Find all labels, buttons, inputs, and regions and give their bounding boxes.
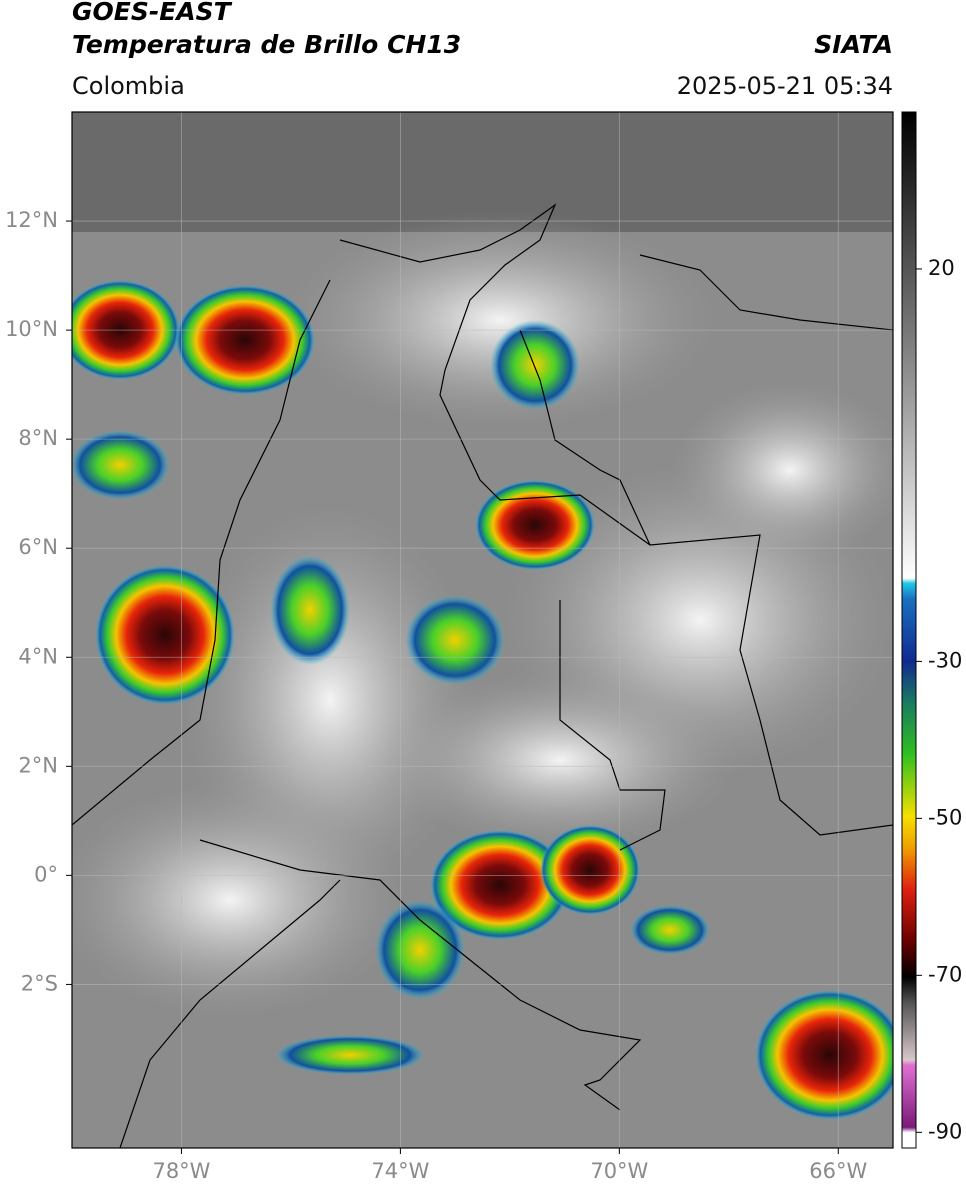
region: Colombia: [72, 72, 185, 100]
cloud: [72, 780, 410, 1020]
y-tick-label: 12°N: [5, 208, 58, 232]
y-tick-label: 2°N: [18, 753, 58, 777]
y-tick-label: 10°N: [5, 317, 58, 341]
cloud: [670, 380, 893, 560]
border: [199, 839, 642, 1111]
border: [72, 279, 331, 826]
y-tick-label: 2°S: [21, 971, 58, 995]
x-tick-label: 78°W: [152, 1159, 210, 1183]
colorbar-tick-label: -90: [928, 1119, 962, 1143]
border: [339, 203, 893, 836]
storm: [72, 430, 170, 500]
colorbar-tick-label: -70: [928, 962, 962, 986]
storm: [95, 565, 235, 705]
storm: [630, 905, 710, 955]
grid: [72, 112, 893, 1148]
y-tick-label: 0°: [34, 862, 58, 886]
cloud: [380, 670, 740, 850]
borders: [72, 203, 893, 1148]
colorbar: [901, 111, 917, 1149]
storm: [275, 1035, 425, 1075]
storm: [270, 555, 350, 665]
storm: [175, 285, 315, 395]
subtitle: Temperatura de Brillo CH13: [72, 30, 461, 59]
colorbar-tick-label: -50: [928, 805, 962, 829]
source: SIATA: [814, 30, 893, 59]
timestamp: 2025-05-21 05:34: [677, 72, 893, 100]
map-frame: [71, 111, 894, 1149]
y-tick-label: 6°N: [18, 535, 58, 559]
y-tick-label: 8°N: [18, 426, 58, 450]
border: [119, 879, 341, 1148]
border: [519, 329, 651, 546]
storm: [490, 320, 580, 410]
colorbar-tick-label: -30: [928, 648, 962, 672]
storm: [430, 830, 570, 940]
storm: [540, 825, 640, 915]
y-tick-label: 4°N: [18, 644, 58, 668]
storm: [755, 990, 893, 1120]
x-tick-label: 70°W: [590, 1159, 648, 1183]
storm: [475, 480, 595, 570]
map-image: [72, 112, 893, 1148]
colorbar-tick-label: 20: [928, 256, 955, 280]
border: [639, 254, 893, 331]
x-tick-label: 74°W: [371, 1159, 429, 1183]
border: [559, 600, 666, 851]
x-tick-label: 66°W: [809, 1159, 867, 1183]
title: GOES-EAST: [72, 0, 233, 26]
storm: [405, 595, 505, 685]
storm: [375, 900, 465, 1000]
cloud: [280, 210, 720, 430]
